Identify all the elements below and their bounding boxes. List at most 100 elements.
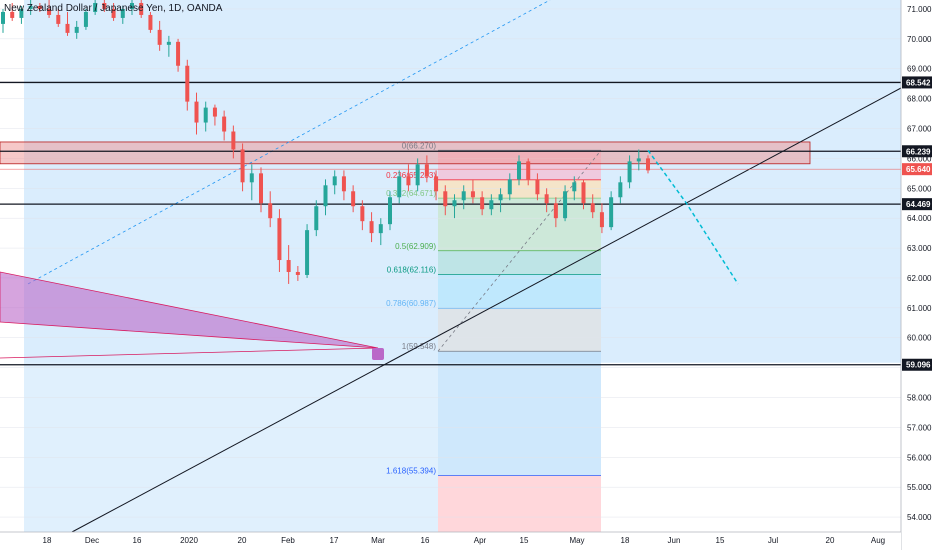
candle-body-36	[332, 176, 337, 186]
wedge-marker	[372, 348, 384, 360]
fib-label-0: 0(66.270)	[402, 141, 437, 150]
candle-body-51	[470, 191, 475, 198]
candle-body-18	[166, 41, 171, 45]
wedge-lower-line	[0, 347, 379, 359]
candle-body-12	[111, 8, 116, 18]
fib-label-0.786: 0.786(60.987)	[386, 299, 436, 308]
candle-body-50	[461, 191, 466, 201]
price-tick-7: 64.000	[907, 214, 932, 223]
candle-body-10	[93, 2, 98, 12]
price-tick-6: 65.000	[907, 184, 932, 193]
candle-body-40	[369, 221, 374, 234]
price-tick-13: 58.000	[907, 394, 932, 403]
candle-body-34	[314, 206, 319, 231]
time-tick-10: 15	[520, 536, 529, 545]
candle-body-5	[47, 8, 52, 15]
fib-band-1	[438, 351, 601, 476]
fib-band-extension	[438, 475, 601, 532]
candle-body-27	[249, 173, 254, 183]
time-tick-6: 17	[330, 536, 339, 545]
candle-body-30	[277, 218, 282, 261]
candle-body-23	[212, 107, 217, 117]
candle-body-59	[544, 194, 549, 204]
candle-body-1	[10, 11, 15, 18]
candle-body-56	[517, 161, 521, 180]
price-tick-8: 63.000	[907, 244, 932, 253]
candle-body-32	[295, 271, 300, 275]
candle-body-6	[56, 14, 61, 24]
candle-body-41	[378, 224, 383, 234]
time-tick-13: Jun	[668, 536, 681, 545]
candle-body-65	[599, 212, 604, 228]
candle-body-64	[590, 203, 595, 213]
time-tick-14: 15	[716, 536, 725, 545]
candle-body-13	[120, 8, 125, 18]
candle-body-4	[37, 5, 42, 9]
candle-body-19	[176, 41, 181, 66]
level-tag-bg-68.542	[902, 76, 932, 89]
time-tick-17: Aug	[871, 536, 885, 545]
candle-body-53	[489, 200, 494, 210]
candle-body-28	[259, 173, 263, 204]
candle-body-45	[415, 164, 420, 186]
pink-wedge	[0, 271, 379, 349]
time-tick-0: 18	[43, 536, 52, 545]
candle-body-31	[286, 260, 291, 272]
time-tick-11: May	[569, 536, 584, 545]
candle-body-47	[434, 176, 439, 192]
time-tick-12: 18	[621, 536, 630, 545]
candle-body-21	[194, 101, 199, 123]
time-tick-2: 16	[133, 536, 142, 545]
candle-body-14	[130, 2, 134, 9]
price-tick-16: 55.000	[907, 483, 932, 492]
level-tag-64.469: 64.469	[906, 200, 931, 209]
candle-body-0	[1, 11, 5, 24]
candle-body-17	[157, 29, 162, 45]
candle-body-69	[636, 158, 641, 162]
price-tick-1: 70.000	[907, 35, 932, 44]
level-tag-66.239: 66.239	[906, 147, 931, 156]
candle-body-66	[609, 197, 614, 228]
price-tick-15: 56.000	[907, 453, 932, 462]
price-tick-17: 54.000	[907, 513, 932, 522]
time-tick-5: Feb	[281, 536, 295, 545]
fib-label-0.5: 0.5(62.909)	[395, 242, 436, 251]
candle-body-48	[443, 191, 448, 207]
time-tick-3: 2020	[180, 536, 198, 545]
level-tag-bg-66.239	[902, 145, 932, 158]
price-tick-3: 68.000	[907, 95, 932, 104]
time-tick-15: Jul	[768, 536, 778, 545]
candle-body-70	[646, 158, 650, 171]
price-axis-bg	[901, 0, 932, 550]
candle-body-29	[268, 203, 273, 219]
candle-body-49	[452, 200, 457, 207]
candle-body-26	[240, 149, 245, 183]
time-axis-bg	[0, 532, 901, 550]
candle-body-35	[323, 185, 328, 207]
candle-body-58	[535, 179, 540, 195]
time-tick-16: 20	[826, 536, 835, 545]
candle-body-42	[388, 197, 392, 225]
fib-label-1: 1(59.548)	[402, 342, 437, 351]
candle-body-63	[581, 182, 586, 204]
candle-body-37	[341, 176, 346, 192]
candle-body-3	[28, 5, 33, 9]
projected-path	[647, 149, 739, 285]
candle-body-54	[498, 194, 503, 201]
candle-body-9	[83, 11, 88, 27]
candle-body-52	[480, 197, 485, 210]
candle-body-43	[397, 176, 402, 198]
price-tick-11: 60.000	[907, 334, 932, 343]
level-tag-bg-64.469	[902, 198, 932, 211]
candle-body-24	[222, 116, 227, 132]
fib-band-0.382	[438, 198, 601, 251]
candle-body-25	[231, 131, 236, 150]
price-tick-14: 57.000	[907, 423, 932, 432]
fib-band-0.236	[438, 179, 601, 199]
chart-title: New Zealand Dollar / Japanese Yen, 1D, O…	[4, 3, 223, 14]
candle-body-20	[185, 65, 190, 102]
level-tag-59.096: 59.096	[906, 361, 931, 370]
price-tick-5: 66.000	[907, 154, 932, 163]
